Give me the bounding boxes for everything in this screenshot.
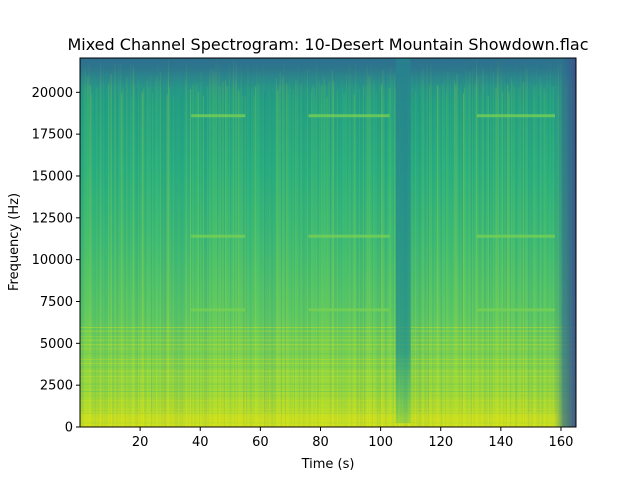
y-tick-label: 10000 [32,253,73,268]
harmonic-band [476,234,555,238]
y-tick-label: 5000 [40,337,73,352]
y-tick-label: 2500 [40,379,73,394]
x-tick-label: 20 [132,435,149,450]
harmonic-band [308,114,390,118]
x-tick-label: 40 [192,435,209,450]
harmonic-band [191,308,246,312]
harmonic-band [476,114,555,118]
spectrogram-image [80,58,576,427]
chart-title: Mixed Channel Spectrogram: 10-Desert Mou… [67,35,588,54]
harmonic-band [191,234,246,238]
y-tick-label: 20000 [32,86,73,101]
x-tick-label: 100 [368,435,393,450]
y-tick-label: 0 [65,421,73,436]
top-band [80,58,576,88]
plot-frame [79,57,577,428]
fade-out-region [554,58,576,427]
harmonic-band [308,308,390,312]
quiet-section [395,58,411,423]
x-axis: 20 40 60 80 100 120 140 160 [132,427,574,450]
y-axis-label: Frequency (Hz) [7,193,22,291]
harmonic-band [476,308,555,312]
harmonic-band [308,234,390,238]
plot-area [80,58,576,427]
x-tick-label: 120 [428,435,453,450]
spectrogram-texture [80,58,576,427]
harmonic-band [191,114,246,118]
spectrogram-features [191,58,576,427]
y-tick-label: 12500 [32,211,73,226]
y-tick-label: 15000 [32,169,73,184]
y-tick-label: 7500 [40,295,73,310]
x-axis-label: Time (s) [301,457,355,472]
y-axis: 0 2500 5000 7500 10000 12500 15000 17500 20000 [32,86,80,436]
x-tick-label: 80 [312,435,329,450]
y-tick-label: 17500 [32,128,73,143]
x-tick-label: 160 [549,435,574,450]
x-tick-label: 60 [252,435,269,450]
x-tick-label: 140 [488,435,513,450]
